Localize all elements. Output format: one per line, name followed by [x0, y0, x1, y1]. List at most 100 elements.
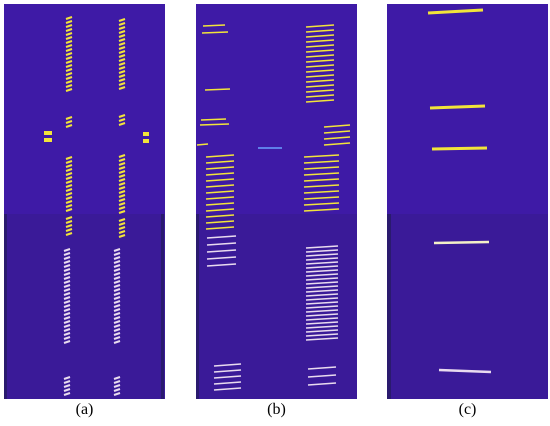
- stripe: [65, 88, 73, 92]
- stripe: [118, 210, 126, 214]
- panel-a-marker-right-2: [143, 139, 149, 143]
- stripe: [307, 366, 337, 370]
- stripe: [305, 337, 339, 341]
- stripe: [63, 328, 71, 332]
- panel-a-right-edge: [161, 214, 164, 399]
- stripe: [65, 36, 73, 40]
- stripe: [118, 190, 126, 194]
- stripe: [305, 285, 339, 289]
- stripe: [205, 190, 235, 194]
- stripe: [305, 44, 335, 48]
- panel-a-left-pink-stripes: [63, 248, 71, 396]
- stripe: [113, 380, 121, 384]
- stripe: [113, 384, 121, 388]
- stripe: [65, 64, 73, 68]
- stripe: [305, 49, 335, 53]
- panel-b-right-stripes: [303, 24, 351, 386]
- stripe: [63, 316, 71, 320]
- stripe: [213, 363, 242, 367]
- panel-b-image: [196, 4, 357, 399]
- stripe: [305, 99, 335, 103]
- stripe: [113, 376, 121, 380]
- stripe: [305, 94, 335, 98]
- stripe: [118, 46, 126, 50]
- stripe: [305, 257, 339, 261]
- stripe: [63, 308, 71, 312]
- stripe: [307, 374, 337, 378]
- stripe: [323, 136, 351, 140]
- stripe: [205, 160, 235, 164]
- stripe: [305, 273, 339, 277]
- stripe: [118, 58, 126, 62]
- stripe: [305, 305, 339, 309]
- stripe: [63, 272, 71, 276]
- panel-c-caption: (c): [458, 401, 477, 418]
- stripe: [118, 234, 126, 238]
- stripe: [65, 48, 73, 52]
- stripe: [65, 52, 73, 56]
- stripe: [205, 154, 235, 158]
- stripe: [118, 34, 126, 38]
- stripe: [65, 84, 73, 88]
- stripe: [118, 218, 126, 222]
- stripe: [118, 30, 126, 34]
- stripe: [118, 82, 126, 86]
- stripe: [323, 124, 351, 128]
- stripe: [65, 168, 73, 172]
- stripe: [305, 245, 339, 249]
- stripe: [118, 118, 126, 122]
- stripe: [118, 154, 126, 158]
- stripe: [201, 31, 229, 34]
- stripe: [65, 164, 73, 168]
- stripe: [118, 74, 126, 78]
- stripe: [305, 333, 339, 337]
- stripe: [205, 202, 235, 206]
- stripe: [305, 325, 339, 329]
- stripe: [113, 304, 121, 308]
- stripe: [65, 172, 73, 176]
- panel-c-stripe-2: [429, 104, 486, 110]
- panel-a-left-yellow-stripes: [65, 16, 73, 236]
- stripe: [305, 265, 339, 269]
- stripe: [305, 84, 335, 88]
- stripe: [63, 380, 71, 384]
- panel-b-caption: (b): [267, 401, 286, 418]
- stripe: [118, 194, 126, 198]
- stripe: [63, 256, 71, 260]
- stripe: [118, 54, 126, 58]
- stripe: [65, 72, 73, 76]
- stripe: [118, 222, 126, 226]
- stripe: [118, 86, 126, 90]
- stripe: [118, 206, 126, 210]
- stripe: [118, 26, 126, 30]
- panel-c-stripe-1: [427, 8, 484, 15]
- panel-c-lower-shade: [387, 214, 548, 399]
- stripe: [305, 301, 339, 305]
- stripe: [323, 130, 351, 134]
- stripe: [63, 276, 71, 280]
- stripe: [63, 292, 71, 296]
- stripe: [113, 312, 121, 316]
- stripe: [113, 324, 121, 328]
- stripe: [63, 324, 71, 328]
- stripe: [303, 208, 340, 212]
- stripe: [305, 54, 335, 58]
- stripe: [305, 309, 339, 313]
- stripe: [113, 248, 121, 252]
- panel-a-right-pink-stripes: [113, 248, 121, 396]
- stripe: [113, 328, 121, 332]
- stripe: [213, 381, 242, 385]
- stripe: [305, 64, 335, 68]
- stripe: [307, 382, 337, 386]
- stripe: [205, 178, 235, 182]
- panel-b-svg: [196, 24, 357, 399]
- stripe: [65, 216, 73, 220]
- stripe: [118, 62, 126, 66]
- stripe: [206, 249, 237, 253]
- stripe: [65, 124, 73, 128]
- stripe: [303, 196, 340, 200]
- stripe: [113, 292, 121, 296]
- stripe: [305, 281, 339, 285]
- stripe: [305, 269, 339, 273]
- stripe: [305, 249, 339, 253]
